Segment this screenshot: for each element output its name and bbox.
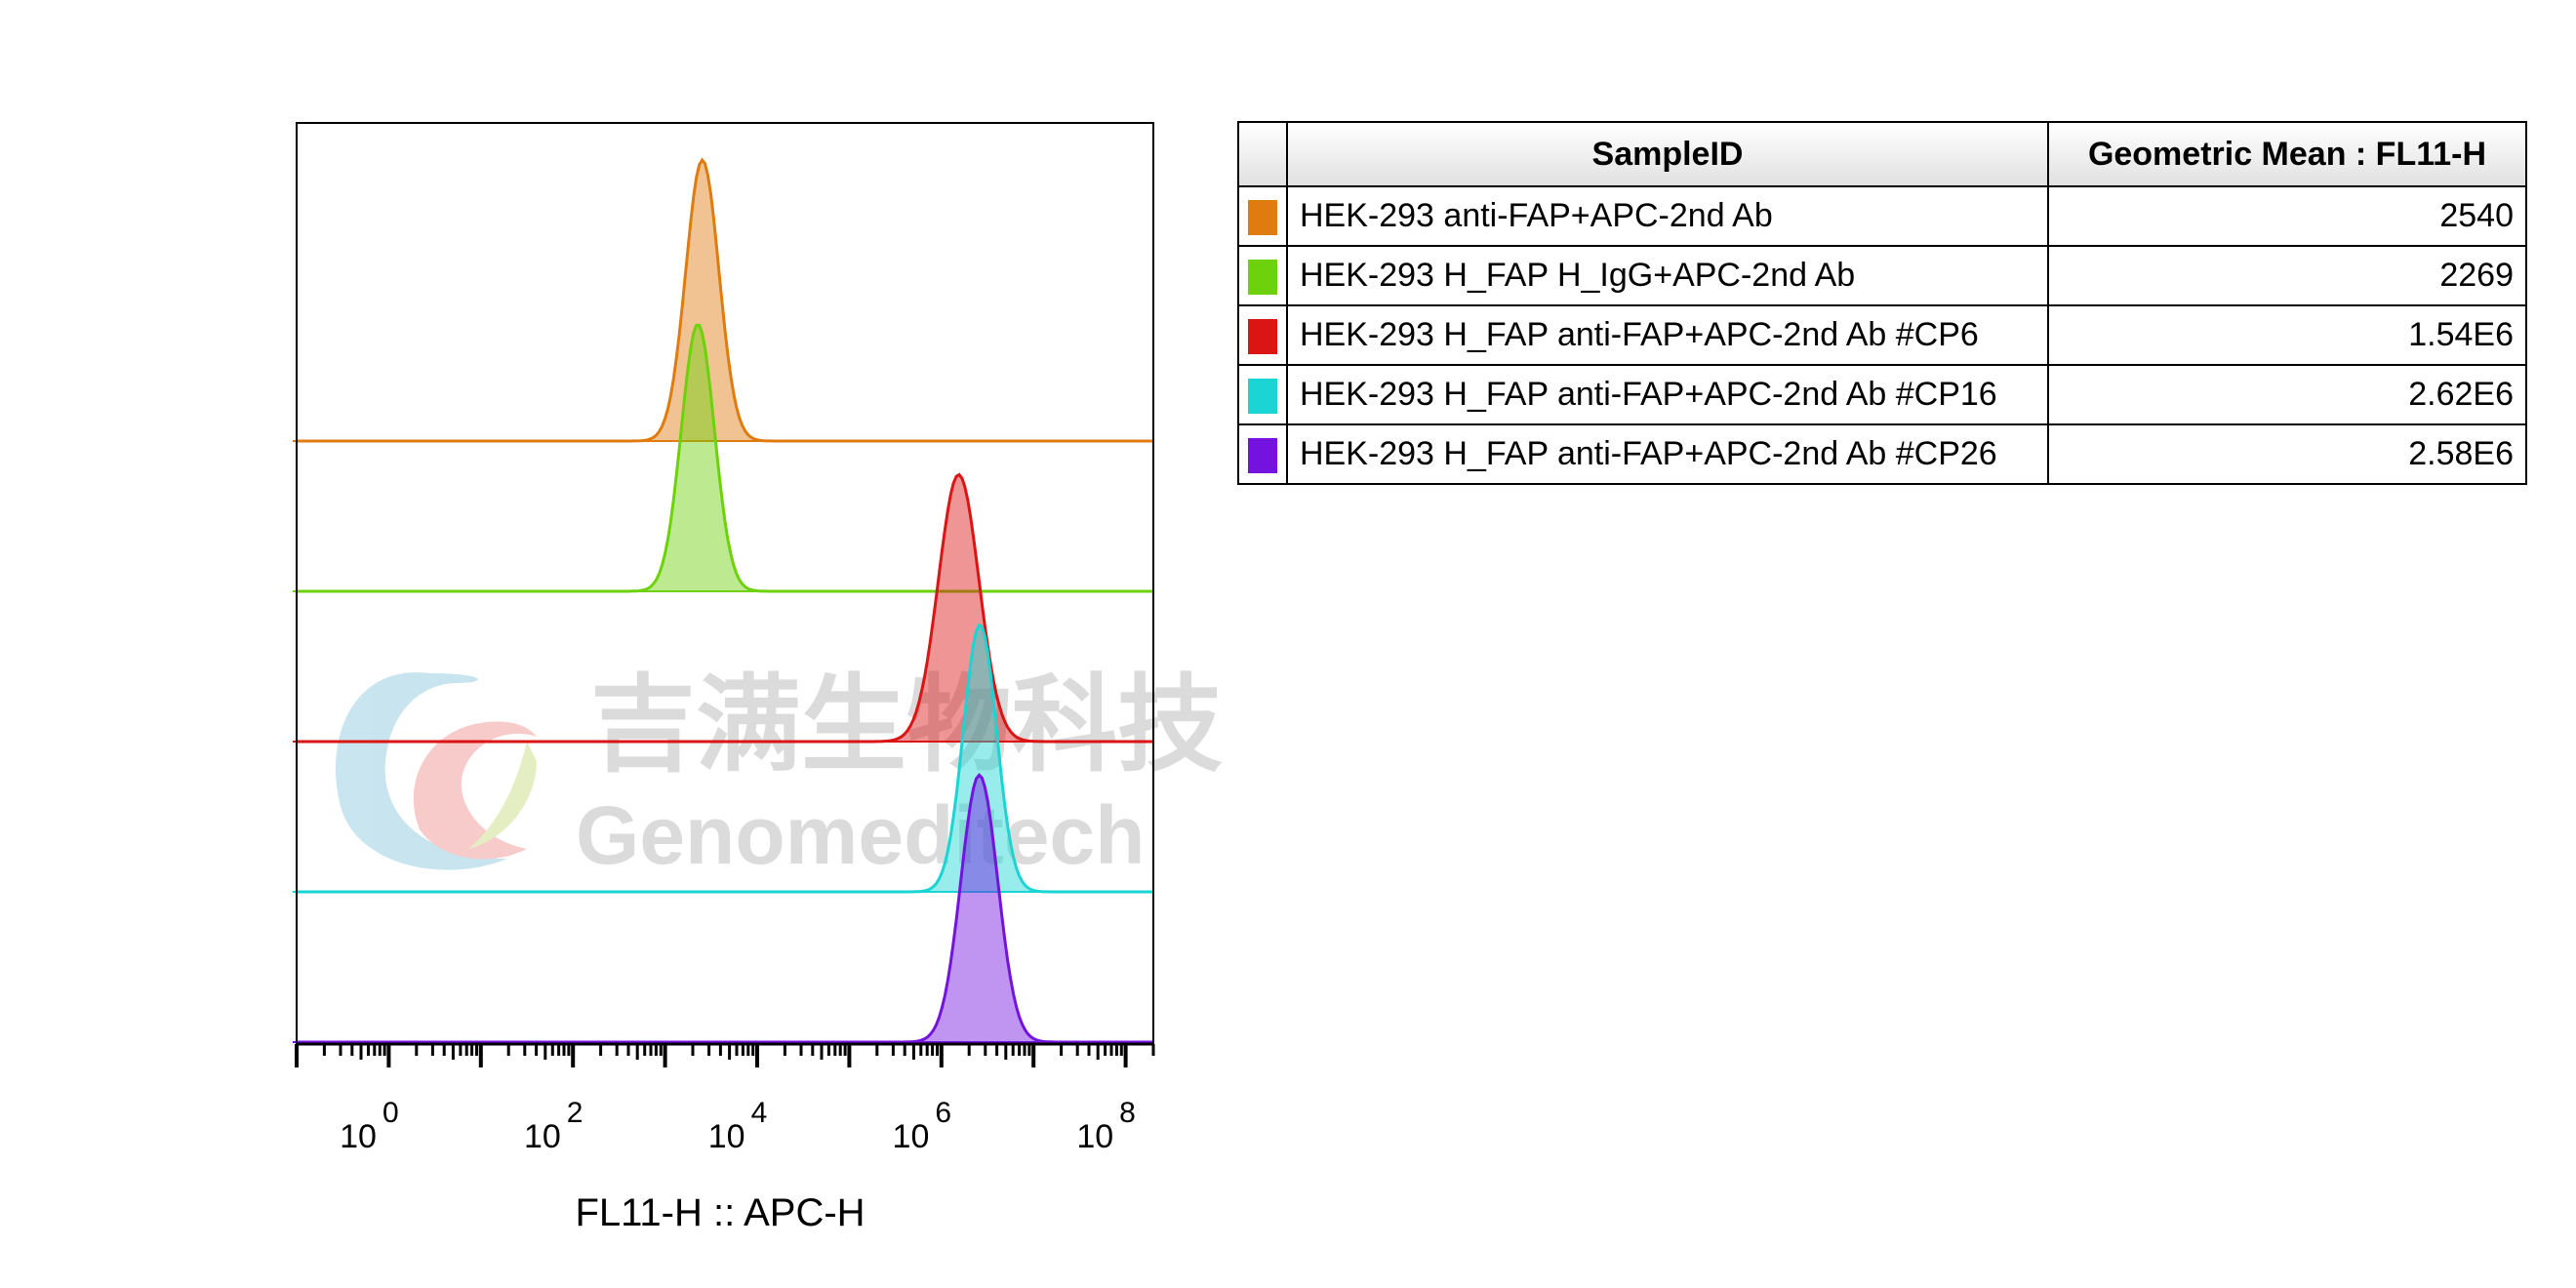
legend-swatch-cell (1237, 304, 1288, 366)
watermark-english-text: Genomeditech (576, 789, 1145, 881)
legend-row: HEK-293 anti-FAP+APC-2nd Ab 2540 (1237, 185, 2527, 247)
histogram-fill-5 (297, 775, 1153, 1042)
legend-swatch (1248, 438, 1277, 473)
geometric-mean-cell: 2.58E6 (2047, 423, 2527, 485)
legend-swatch-cell (1237, 245, 1288, 306)
series-layer (293, 157, 1153, 1044)
geometric-mean-cell: 2540 (2047, 185, 2527, 247)
legend-table: SampleID Geometric Mean : FL11-H HEK-293… (1237, 121, 2527, 485)
histogram-fill-3 (297, 474, 1153, 742)
legend-swatch-cell (1237, 364, 1288, 425)
legend-row: HEK-293 H_FAP H_IgG+APC-2nd Ab 2269 (1237, 245, 2527, 306)
sample-id-cell: HEK-293 H_FAP H_IgG+APC-2nd Ab (1286, 245, 2049, 306)
histogram-fill-4 (297, 624, 1153, 892)
x-tick-label: 102 (524, 1097, 584, 1155)
watermark-logo-arc (413, 721, 537, 860)
sample-id-cell: HEK-293 H_FAP anti-FAP+APC-2nd Ab #CP6 (1286, 304, 2049, 366)
geometric-mean-header: Geometric Mean : FL11-H (2047, 121, 2527, 187)
geometric-mean-cell: 1.54E6 (2047, 304, 2527, 366)
legend-swatch (1248, 200, 1277, 235)
x-axis-label: FL11-H :: APC-H (575, 1191, 865, 1234)
watermark-chinese-text: 吉满生物科技 (590, 664, 1223, 786)
swatch-header (1237, 121, 1288, 187)
legend-swatch (1248, 319, 1277, 354)
watermark-logo-swirl (336, 672, 507, 870)
sample-id-header: SampleID (1286, 121, 2049, 187)
legend-swatch-cell (1237, 423, 1288, 485)
legend-row: HEK-293 H_FAP anti-FAP+APC-2nd Ab #CP16 2… (1237, 364, 2527, 425)
histogram-fill-1 (297, 160, 1153, 441)
x-tick-label: 108 (1076, 1097, 1136, 1155)
x-tick-label: 106 (893, 1097, 952, 1155)
watermark-logo-leaf (468, 742, 537, 849)
x-axis-ticks (295, 1044, 1155, 1067)
legend-swatch (1248, 260, 1277, 295)
watermark: 吉满生物科技 Genomeditech (336, 664, 1223, 881)
x-tick-label: 104 (708, 1097, 768, 1155)
sample-id-cell: HEK-293 anti-FAP+APC-2nd Ab (1286, 185, 2049, 247)
legend-row: HEK-293 H_FAP anti-FAP+APC-2nd Ab #CP6 1.… (1237, 304, 2527, 366)
geometric-mean-cell: 2269 (2047, 245, 2527, 306)
sample-id-cell: HEK-293 H_FAP anti-FAP+APC-2nd Ab #CP16 (1286, 364, 2049, 425)
legend-swatch-cell (1237, 185, 1288, 247)
legend-swatch (1248, 379, 1277, 414)
legend-row: HEK-293 H_FAP anti-FAP+APC-2nd Ab #CP26 2… (1237, 423, 2527, 485)
x-tick-label: 100 (340, 1097, 399, 1155)
geometric-mean-cell: 2.62E6 (2047, 364, 2527, 425)
sample-id-cell: HEK-293 H_FAP anti-FAP+APC-2nd Ab #CP26 (1286, 423, 2049, 485)
histogram-fill-2 (297, 325, 1153, 591)
x-axis-tick-labels: 100 102 104 106 108 (340, 1097, 1136, 1155)
legend-header-row: SampleID Geometric Mean : FL11-H (1237, 121, 2527, 187)
